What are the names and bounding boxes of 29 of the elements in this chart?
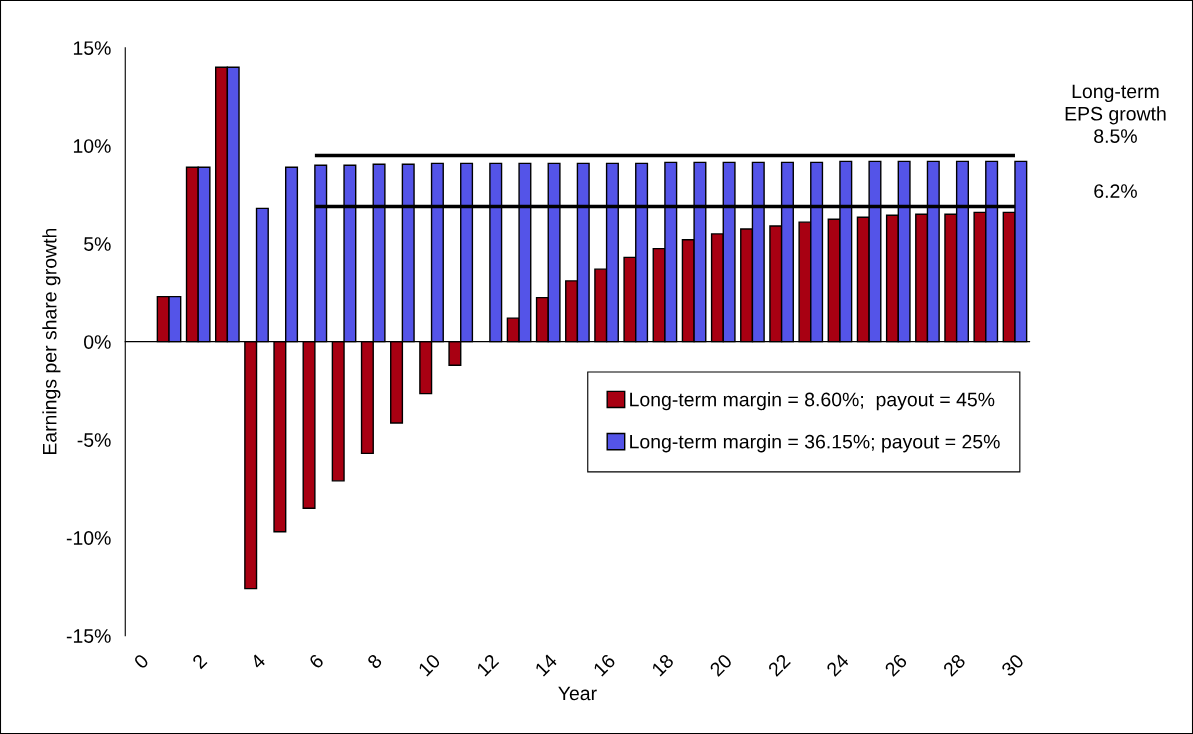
x-tick-label: 8 (366, 653, 383, 670)
x-tick-label: 4 (249, 653, 267, 670)
x-tick-label: 2 (191, 653, 208, 670)
x-axis-title: Year (558, 686, 597, 701)
text: Long-term EPS growth 8.5% (1065, 84, 1166, 143)
text: 6.2% (1094, 184, 1137, 199)
x-tick-label: 6 (308, 653, 325, 670)
y-tick-label: 5% (84, 237, 111, 251)
x-tick-label: 22 (767, 653, 791, 677)
y-tick-label: 15% (73, 41, 111, 55)
legend-label: Long-term margin = 36.15%; payout = 25% (630, 434, 1000, 453)
x-tick-label: 0 (133, 653, 150, 670)
y-tick-label: -10% (66, 531, 111, 545)
legend-label: Long-term margin = 8.60%; payout = 45% (630, 392, 995, 411)
y-axis-title: Earnings per share growth (42, 228, 61, 455)
x-tick-label: 16 (592, 653, 617, 677)
y-tick-label: 10% (73, 139, 111, 153)
x-tick-label: 12 (476, 653, 500, 677)
y-tick-label: -15% (66, 629, 111, 643)
x-tick-label: 28 (942, 653, 967, 678)
x-tick-label: 14 (534, 653, 558, 677)
x-tick-label: 20 (709, 653, 733, 678)
y-tick-label: -5% (77, 433, 111, 447)
x-tick-label: 26 (884, 653, 908, 678)
x-tick-label: 10 (417, 653, 442, 677)
x-tick-label: 18 (651, 653, 675, 677)
x-tick-label: 24 (825, 653, 850, 677)
y-tick-label: 0% (84, 335, 111, 349)
x-tick-label: 30 (1000, 653, 1025, 678)
